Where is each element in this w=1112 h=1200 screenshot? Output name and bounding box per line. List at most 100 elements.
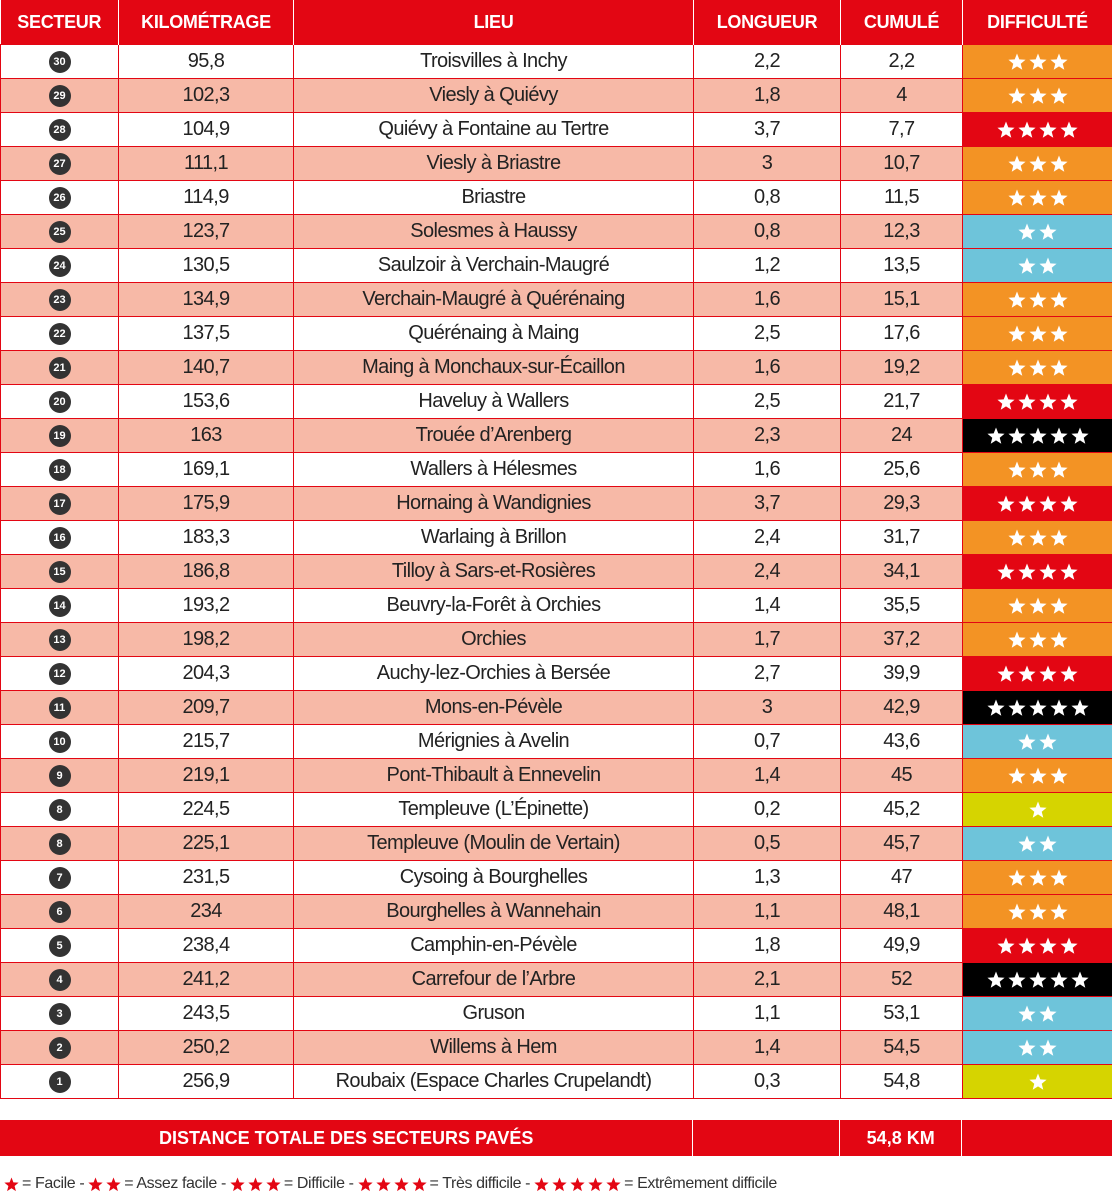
star — [1028, 461, 1047, 478]
total-empty — [962, 1120, 1112, 1156]
table-row: 25 123,7 Solesmes à Haussy 0,8 12,3 — [0, 214, 1112, 249]
star — [1028, 971, 1047, 988]
star — [1049, 427, 1068, 444]
stars — [997, 495, 1078, 512]
sector-number: 10 — [48, 730, 71, 753]
cumulative-cell: 31,7 — [840, 520, 963, 555]
stars — [1007, 903, 1068, 920]
stars — [997, 393, 1078, 410]
km-cell: 204,3 — [118, 656, 294, 691]
cumulative-cell: 12,3 — [840, 214, 963, 249]
star — [1018, 393, 1036, 410]
star — [1028, 903, 1047, 920]
sector-number: 3 — [48, 1002, 71, 1025]
length-cell: 0,3 — [693, 1064, 841, 1099]
difficulty-cell — [962, 656, 1112, 691]
cumulative-cell: 54,8 — [840, 1064, 963, 1099]
star — [606, 1177, 621, 1191]
star — [1028, 427, 1047, 444]
sector-number: 25 — [48, 220, 71, 243]
star — [1060, 495, 1078, 512]
star — [1070, 971, 1089, 988]
star — [1039, 937, 1057, 954]
star — [1007, 155, 1026, 172]
star — [1039, 223, 1057, 240]
star — [1049, 767, 1068, 784]
sector-number: 18 — [48, 458, 71, 481]
table-row: 16 183,3 Warlaing à Brillon 2,4 31,7 — [0, 520, 1112, 555]
stars — [1018, 835, 1057, 852]
table-row: 28 104,9 Quiévy à Fontaine au Tertre 3,7 7,7 — [0, 112, 1112, 147]
sector-cell: 3 — [0, 996, 119, 1031]
star — [1049, 189, 1068, 206]
star — [1039, 563, 1057, 580]
star — [1028, 291, 1047, 308]
star — [1039, 257, 1057, 274]
length-cell: 0,2 — [693, 792, 841, 827]
stars — [1007, 325, 1068, 342]
star — [1018, 495, 1036, 512]
cumulative-cell: 24 — [840, 418, 963, 453]
table-row: 8 224,5 Templeuve (L’Épinette) 0,2 45,2 — [0, 792, 1112, 827]
star — [1018, 1005, 1036, 1022]
place-cell: Auchy-lez-Orchies à Bersée — [293, 656, 694, 691]
km-cell: 186,8 — [118, 554, 294, 589]
difficulty-cell — [962, 316, 1112, 351]
difficulty-cell — [962, 452, 1112, 487]
sector-number: 22 — [48, 322, 71, 345]
star — [1028, 1073, 1047, 1090]
stars — [1007, 631, 1068, 648]
star — [1049, 597, 1068, 614]
star — [1039, 733, 1057, 750]
sector-cell: 13 — [0, 622, 119, 657]
place-cell: Viesly à Briastre — [293, 146, 694, 181]
difficulty-badge — [963, 45, 1112, 78]
star — [1049, 699, 1068, 716]
length-cell: 0,7 — [693, 724, 841, 759]
difficulty-cell — [962, 350, 1112, 385]
length-cell: 3 — [693, 690, 841, 725]
star — [1049, 87, 1068, 104]
star — [1049, 869, 1068, 886]
difficulty-cell — [962, 758, 1112, 793]
sector-cell: 4 — [0, 962, 119, 997]
star — [1049, 359, 1068, 376]
stars — [1007, 359, 1068, 376]
km-cell: 234 — [118, 894, 294, 929]
km-cell: 134,9 — [118, 282, 294, 317]
place-cell: Maing à Monchaux-sur-Écaillon — [293, 350, 694, 385]
length-cell: 1,2 — [693, 248, 841, 283]
stars — [1018, 733, 1057, 750]
place-cell: Warlaing à Brillon — [293, 520, 694, 555]
star — [1070, 427, 1089, 444]
sector-cell: 5 — [0, 928, 119, 963]
cumulative-cell: 34,1 — [840, 554, 963, 589]
km-cell: 219,1 — [118, 758, 294, 793]
sector-cell: 28 — [0, 112, 119, 147]
place-cell: Mérignies à Avelin — [293, 724, 694, 759]
difficulty-cell — [962, 78, 1112, 113]
table-row: 30 95,8 Troisvilles à Inchy 2,2 2,2 — [0, 44, 1112, 79]
sector-number: 4 — [48, 968, 71, 991]
place-cell: Beuvry-la-Forêt à Orchies — [293, 588, 694, 623]
difficulty-badge — [963, 487, 1112, 520]
place-cell: Quérénaing à Maing — [293, 316, 694, 351]
difficulty-cell — [962, 112, 1112, 147]
star — [393, 1177, 409, 1191]
star — [1049, 903, 1068, 920]
stars — [1007, 597, 1068, 614]
km-cell: 224,5 — [118, 792, 294, 827]
difficulty-cell — [962, 894, 1112, 929]
star — [1007, 87, 1026, 104]
sector-cell: 15 — [0, 554, 119, 589]
place-cell: Templeuve (Moulin de Vertain) — [293, 826, 694, 861]
difficulty-cell — [962, 554, 1112, 589]
km-cell: 163 — [118, 418, 294, 453]
sector-number: 19 — [48, 424, 71, 447]
stars — [1028, 1073, 1047, 1090]
difficulty-badge — [963, 929, 1112, 962]
star — [411, 1177, 427, 1191]
star — [1018, 121, 1036, 138]
sector-cell: 20 — [0, 384, 119, 419]
